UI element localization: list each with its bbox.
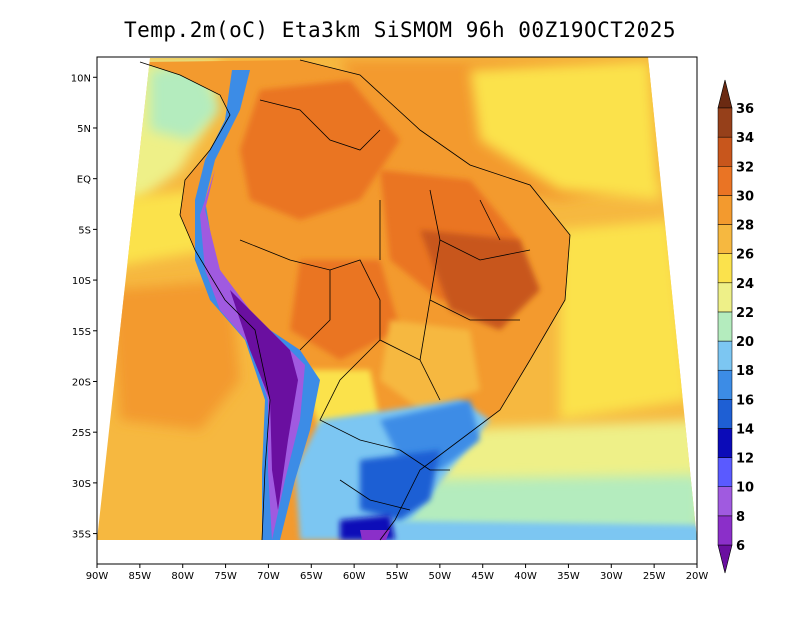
colorbar-label: 18 (736, 364, 754, 379)
country-border (479, 199, 501, 241)
lon-tick-label: 80W (171, 571, 194, 582)
andes-coldest-band (230, 290, 298, 510)
land-hot (420, 230, 540, 330)
colorbar-label: 28 (736, 219, 754, 234)
lon-tick-label: 20W (686, 571, 709, 582)
colorbar-segment (717, 486, 733, 517)
latitude-ticks: 10N 5N EQ 5S 10S 15S 20S 25S 30S 35S (71, 73, 97, 541)
colorbar-segment (717, 457, 733, 487)
colorbar-segment (717, 369, 733, 400)
colorbar-label: 12 (736, 452, 754, 467)
colorbar-label: 30 (736, 189, 754, 204)
lat-tick-label: 25S (72, 428, 91, 439)
colorbar-label: 8 (736, 510, 745, 525)
lon-tick-label: 65W (300, 571, 323, 582)
country-border (239, 239, 441, 401)
lon-tick-label: 90W (86, 571, 109, 582)
colorbar-segment (717, 399, 733, 429)
colorbar-segment (717, 515, 733, 546)
colorbar-segment (717, 311, 733, 342)
country-border (419, 299, 431, 361)
colorbar-label: 24 (736, 277, 754, 292)
lat-tick-label: EQ (77, 175, 91, 186)
lon-tick-label: 40W (514, 571, 537, 582)
lat-tick-label: 5N (77, 124, 91, 135)
country-border (259, 99, 381, 151)
lon-tick-label: 35W (557, 571, 580, 582)
country-border (429, 239, 520, 321)
country-border (299, 270, 331, 351)
southern-cool-zone (380, 400, 480, 470)
colorbar-label: 22 (736, 306, 754, 321)
colorbar-segment (717, 224, 733, 254)
lat-tick-label: 15S (72, 327, 91, 338)
atlantic-yellow-zone (470, 60, 660, 200)
lon-tick-label: 70W (257, 571, 280, 582)
colorbar-label: 16 (736, 393, 754, 408)
lat-tick-label: 30S (72, 479, 91, 490)
atlantic-cool-zone (330, 520, 697, 540)
lon-tick-label: 30W (600, 571, 623, 582)
lat-tick-label: 20S (72, 377, 91, 388)
colorbar-label: 34 (736, 131, 754, 146)
colorbar-segment (717, 107, 733, 138)
lat-tick-label: 5S (78, 225, 91, 236)
atlantic-yellow-zone (560, 220, 690, 420)
colorbar-label: 26 (736, 248, 754, 263)
colorbar-segment (717, 340, 733, 371)
land-mild (380, 320, 480, 410)
country-border (399, 449, 450, 471)
country-border (339, 479, 411, 511)
longitude-ticks: 90W 85W 80W 75W 70W 65W 60W 55W 50W 45W 40W 35W 30W 2… (86, 564, 709, 582)
lat-tick-label: 35S (72, 530, 91, 541)
lon-tick-label: 85W (129, 571, 152, 582)
colorbar-label: 36 (736, 102, 754, 117)
temperature-field (97, 57, 697, 540)
colorbar-under-triangle (717, 544, 733, 574)
colorbar-segment (717, 428, 733, 458)
colorbar-label: 14 (736, 422, 754, 437)
land-hot (240, 80, 400, 220)
colorbar-segment (717, 166, 733, 196)
lon-tick-label: 25W (643, 571, 666, 582)
colorbar-label: 20 (736, 335, 754, 350)
country-border (319, 339, 401, 451)
colorbar: 6 8 10 12 14 16 18 20 22 24 26 28 30 32 34 36 (717, 79, 754, 574)
lon-tick-label: 60W (343, 571, 366, 582)
lat-tick-label: 10N (71, 73, 91, 84)
pacific-warm-zone (110, 280, 240, 430)
borders (139, 59, 571, 541)
colorbar-segment (717, 282, 733, 313)
colorbar-label: 32 (736, 160, 754, 175)
colorbar-segment (717, 136, 733, 167)
colorbar-segment (717, 195, 733, 225)
coastline (299, 59, 571, 541)
coastline (139, 61, 271, 541)
colorbar-over-triangle (717, 79, 733, 109)
lon-tick-label: 45W (471, 571, 494, 582)
colorbar-segment (717, 253, 733, 284)
lon-tick-label: 55W (386, 571, 409, 582)
country-border (429, 189, 531, 261)
colorbar-label: 10 (736, 481, 754, 496)
lon-tick-label: 50W (429, 571, 452, 582)
colorbar-label: 6 (736, 539, 745, 554)
lat-tick-label: 10S (72, 276, 91, 287)
lon-tick-label: 75W (214, 571, 237, 582)
map-title: Temp.2m(oC) Eta3km SiSMOM 96h 00Z19OCT20… (123, 18, 676, 42)
